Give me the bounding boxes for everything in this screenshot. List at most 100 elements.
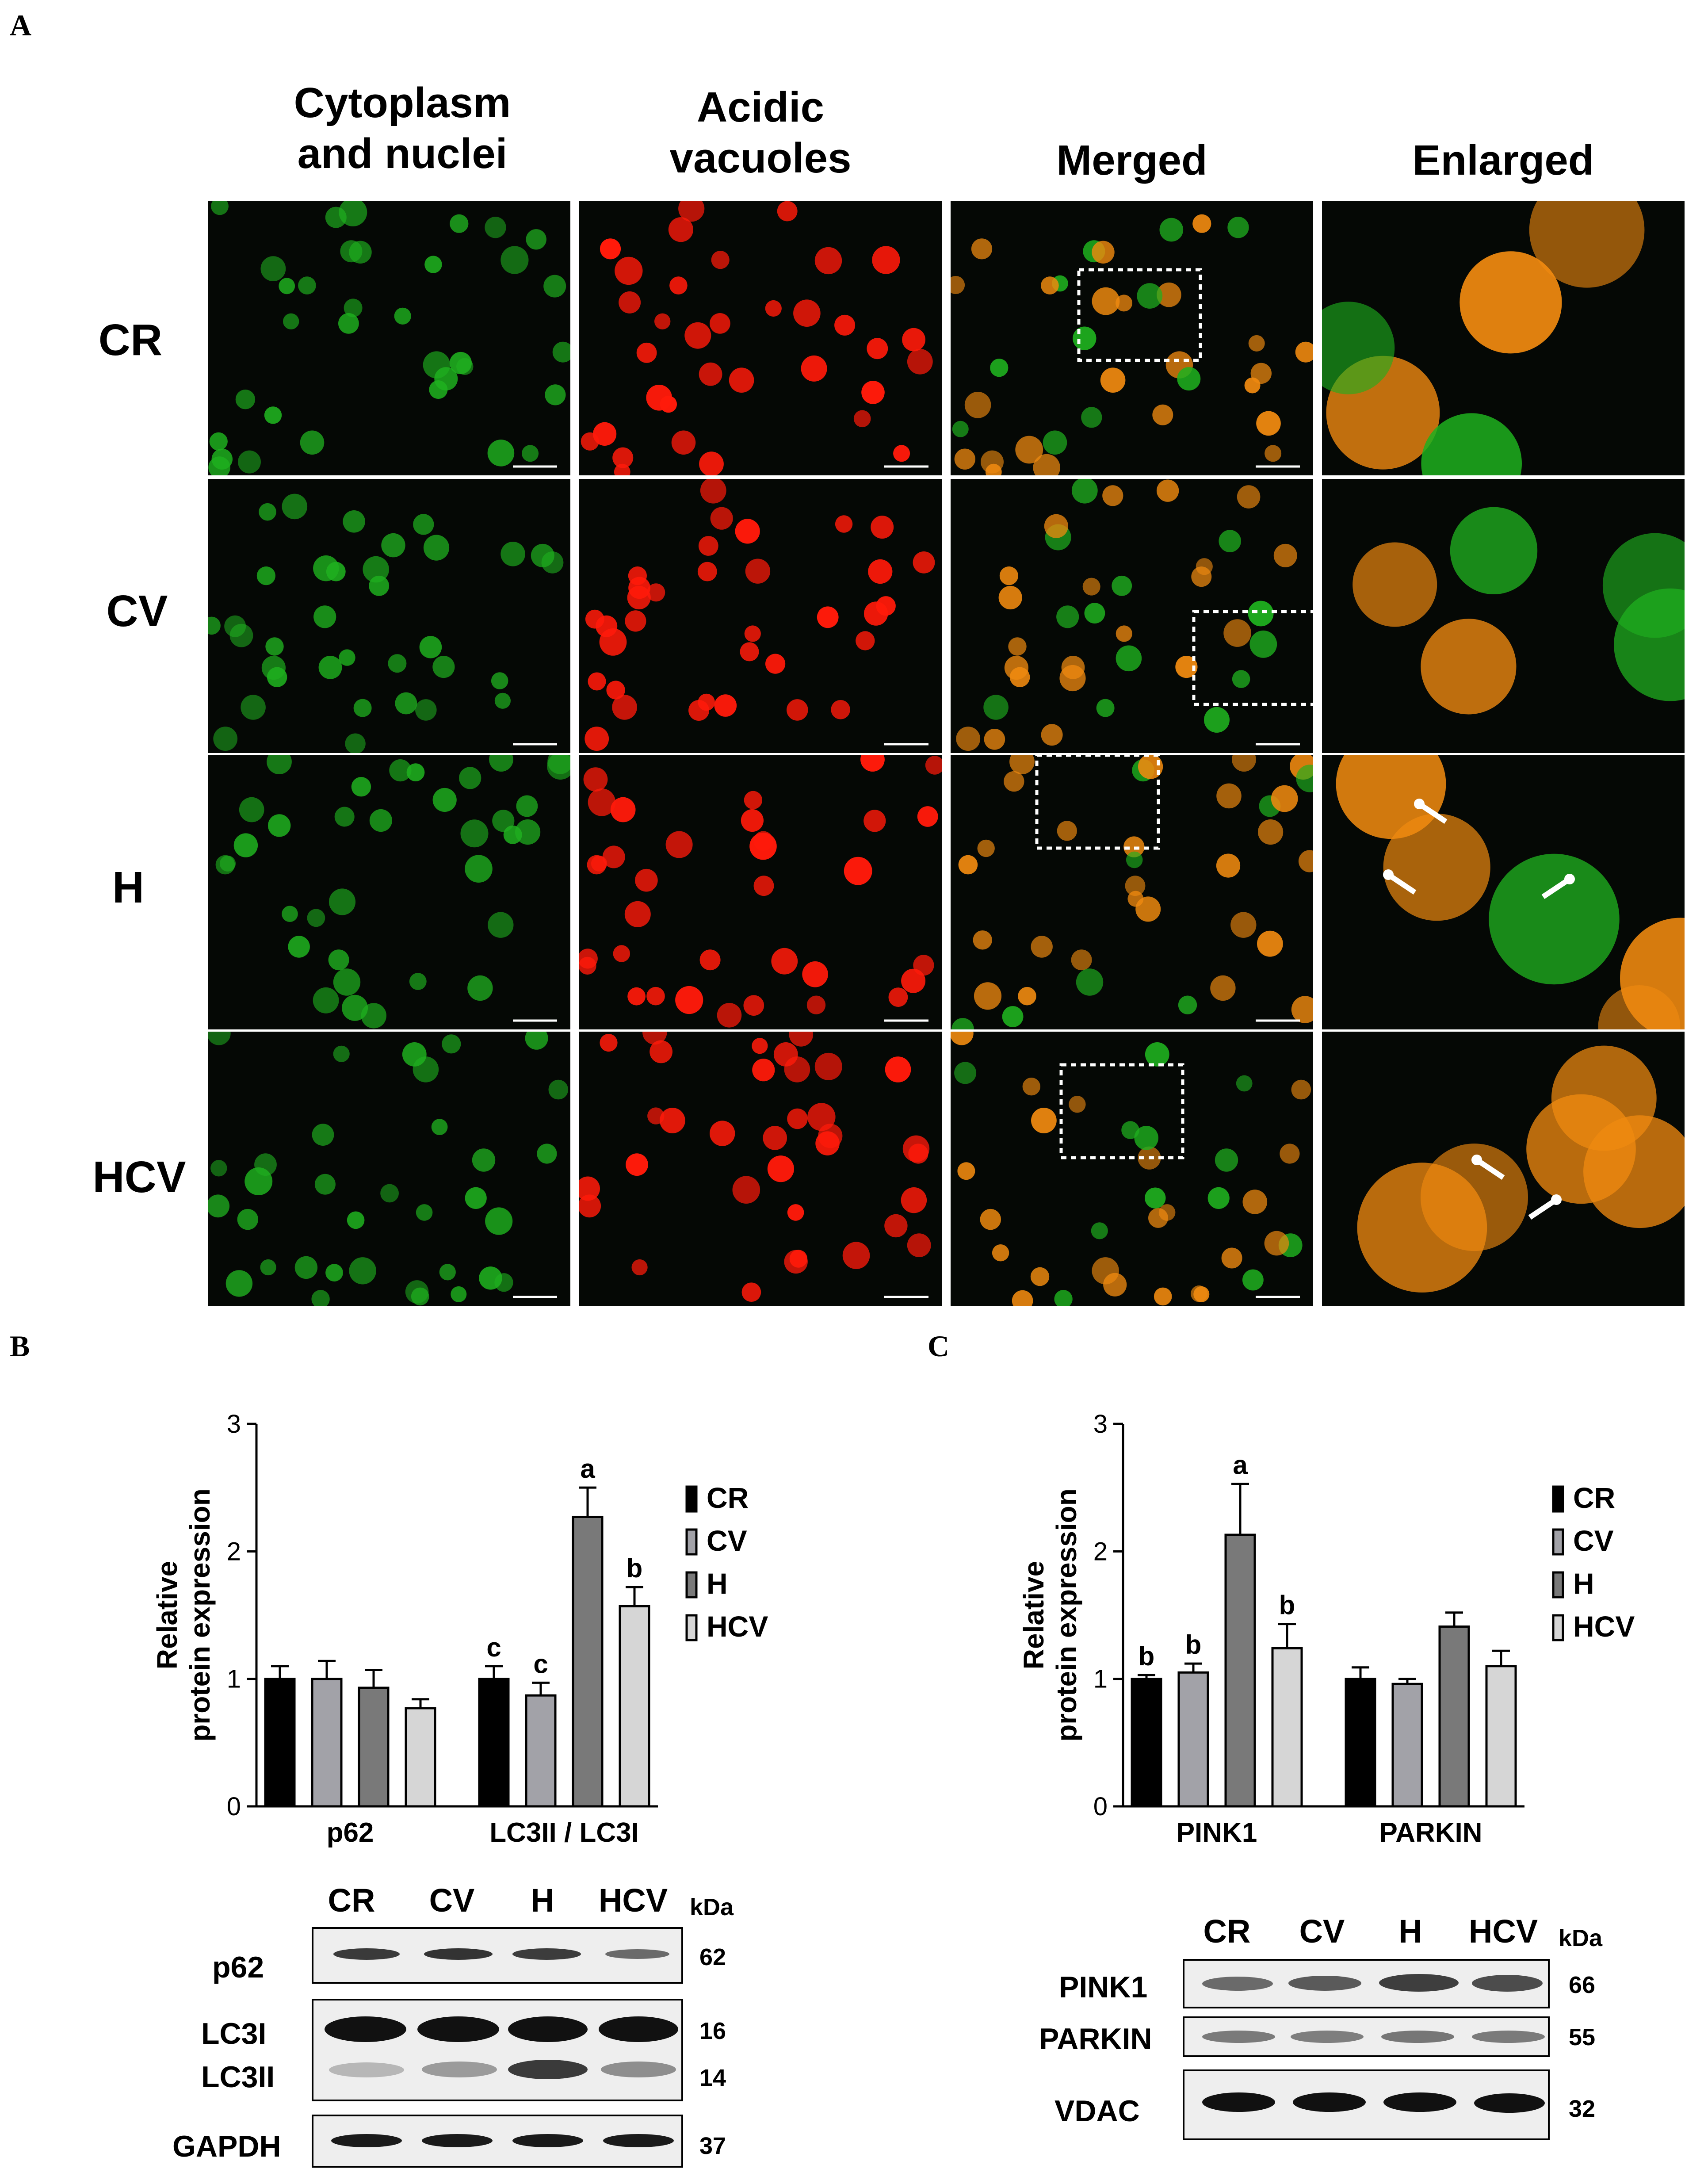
chart-c-legend-swatch xyxy=(1552,1614,1564,1641)
blot-c-label-parkin: PARKIN xyxy=(1039,2022,1152,2056)
micrograph-h-cytoplasm xyxy=(208,755,570,1029)
blot-b-strip-lc3 xyxy=(312,1999,683,2101)
chart-c-significance-letter: b xyxy=(1185,1630,1202,1660)
blot-c-strip-vdac xyxy=(1183,2069,1550,2140)
chart-b-y-tick-label: 0 xyxy=(227,1792,241,1821)
blot-b-mw-lc3ii: 14 xyxy=(699,2065,726,2091)
zoom-region-box xyxy=(1077,268,1202,362)
blot-c-lane-h: H xyxy=(1398,1913,1422,1950)
chart-b-bar-lc3ii-lc3i-h xyxy=(572,1515,604,1808)
arrow-icon xyxy=(1471,1155,1505,1180)
blot-b-label-p62: p62 xyxy=(212,1951,264,1984)
blot-b-lane-cv: CV xyxy=(429,1882,475,1919)
column-header-cytoplasm: Cytoplasm and nuclei xyxy=(294,79,511,178)
chart-c-significance-letter: a xyxy=(1233,1450,1248,1480)
chart-b-significance-letter: a xyxy=(580,1454,595,1484)
arrow-icon xyxy=(1414,799,1448,824)
blot-b-strip-p62 xyxy=(312,1927,683,1984)
chart-b-bar-p62-cv xyxy=(311,1678,343,1808)
row-label-cv: CV xyxy=(106,586,168,636)
chart-c-y-axis-label: Relativeprotein expression xyxy=(1018,1488,1082,1742)
chart-c-legend-swatch xyxy=(1552,1485,1564,1513)
blot-c-strip-parkin xyxy=(1183,2016,1550,2057)
panel-letter-c: C xyxy=(928,1329,950,1363)
zoom-region-box xyxy=(1192,610,1313,706)
chart-b-category-label: LC3II / LC3I xyxy=(489,1817,639,1848)
chart-b-legend-label: CV xyxy=(707,1524,747,1557)
chart-b-bar-p62-cr xyxy=(264,1678,296,1808)
chart-c-bar-pink1-cr xyxy=(1131,1678,1162,1808)
blot-c-lane-cv: CV xyxy=(1299,1913,1345,1950)
micrograph-hcv-acidic-vacuoles xyxy=(579,1032,942,1306)
chart-b-bar-lc3ii-lc3i-cr xyxy=(478,1678,510,1808)
chart-b-y-tick-label: 2 xyxy=(227,1537,241,1566)
micrograph-cv-acidic-vacuoles xyxy=(579,479,942,753)
chart-c-bar-pink1-hcv xyxy=(1271,1647,1303,1808)
blot-b-label-gapdh: GAPDH xyxy=(172,2130,281,2163)
micrograph-hcv-merged xyxy=(951,1032,1313,1306)
chart-b-bar-p62-hcv xyxy=(405,1707,436,1808)
micrograph-cr-acidic-vacuoles xyxy=(579,201,942,475)
chart-b-significance-letter: b xyxy=(627,1553,643,1583)
blot-b-lane-h: H xyxy=(531,1882,554,1919)
chart-c-y-tick-label: 1 xyxy=(1093,1665,1108,1694)
blot-c-label-vdac: VDAC xyxy=(1054,2094,1140,2128)
micrograph-h-acidic-vacuoles xyxy=(579,755,942,1029)
chart-c-legend-swatch xyxy=(1552,1528,1564,1556)
column-header-acidic-vacuoles: Acidic vacuoles xyxy=(669,84,852,182)
blot-c-mw-vdac: 32 xyxy=(1569,2096,1596,2122)
chart-c-legend-label: HCV xyxy=(1573,1610,1635,1643)
chart-b-legend-label: HCV xyxy=(707,1610,768,1643)
chart-b-relative-expression: 0 1 2 3 Relativeprotein expression p62 c c a b LC3… xyxy=(151,1410,768,1848)
blot-c-mw-pink1: 66 xyxy=(1569,1972,1596,1998)
chart-c-y-tick-label: 3 xyxy=(1093,1410,1108,1438)
chart-c-significance-letter: b xyxy=(1279,1591,1295,1620)
zoom-region-box xyxy=(1059,1063,1184,1159)
arrow-icon xyxy=(1383,869,1417,895)
chart-c-legend-swatch xyxy=(1552,1571,1564,1599)
blot-c-kda-label: kDa xyxy=(1559,1925,1603,1951)
blot-c-label-pink1: PINK1 xyxy=(1059,1970,1148,2004)
chart-b-y-tick-label: 3 xyxy=(227,1410,241,1438)
chart-c-bar-parkin-h xyxy=(1438,1625,1470,1808)
chart-b-significance-letter: c xyxy=(533,1649,548,1679)
arrow-icon xyxy=(1528,1194,1562,1220)
blot-c-lane-cr: CR xyxy=(1203,1913,1251,1950)
blot-c-lane-hcv: HCV xyxy=(1468,1913,1538,1950)
column-header-enlarged: Enlarged xyxy=(1412,137,1594,184)
blot-b-mw-lc3i: 16 xyxy=(699,2018,726,2044)
chart-b-legend-label: CR xyxy=(707,1481,749,1514)
row-label-hcv: HCV xyxy=(92,1152,186,1202)
chart-c-category-label: PINK1 xyxy=(1177,1817,1257,1848)
chart-b-significance-letter: c xyxy=(486,1633,501,1662)
chart-c-y-tick-label: 2 xyxy=(1093,1537,1108,1566)
chart-c-bar-parkin-cr xyxy=(1345,1678,1376,1808)
micrograph-cr-merged xyxy=(951,201,1313,475)
micrograph-hcv-enlarged xyxy=(1322,1032,1685,1306)
micrograph-cv-merged xyxy=(951,479,1313,753)
chart-c-bar-parkin-hcv xyxy=(1485,1665,1517,1808)
chart-b-legend-swatch xyxy=(685,1614,698,1641)
chart-c-legend-label: H xyxy=(1573,1567,1594,1600)
chart-c-legend-label: CR xyxy=(1573,1481,1615,1514)
micrograph-cv-enlarged xyxy=(1322,479,1685,753)
chart-b-legend-swatch xyxy=(685,1571,698,1599)
zoom-region-box xyxy=(1035,755,1160,850)
micrograph-cr-enlarged xyxy=(1322,201,1685,475)
micrograph-h-enlarged xyxy=(1322,755,1685,1029)
chart-c-category-label: PARKIN xyxy=(1379,1817,1482,1848)
micrograph-cv-cytoplasm xyxy=(208,479,570,753)
chart-b-bar-lc3ii-lc3i-cv xyxy=(525,1694,557,1808)
panel-letter-a: A xyxy=(10,8,32,42)
row-label-cr: CR xyxy=(98,315,163,365)
micrograph-h-merged xyxy=(951,755,1313,1029)
blot-b-label-lc3ii: LC3II xyxy=(201,2060,275,2094)
blot-c-mw-parkin: 55 xyxy=(1569,2024,1596,2050)
blot-b-mw-gapdh: 37 xyxy=(699,2133,726,2159)
arrow-icon xyxy=(1541,874,1575,899)
chart-b-category-label: p62 xyxy=(327,1817,374,1848)
chart-b-y-axis-label: Relativeprotein expression xyxy=(151,1488,216,1742)
chart-c-significance-letter: b xyxy=(1139,1641,1155,1671)
chart-c-bar-pink1-h xyxy=(1224,1534,1256,1808)
